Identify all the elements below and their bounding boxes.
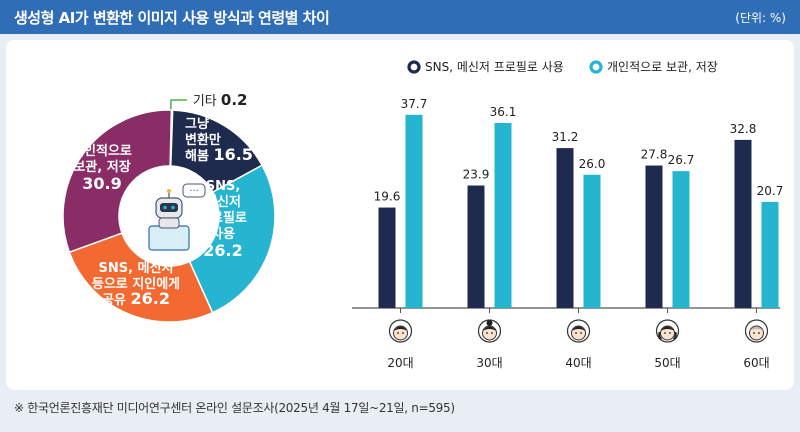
young-woman-face-icon <box>477 319 502 343</box>
unit-label: (단위: %) <box>735 11 786 25</box>
slice-label: 개인적으로 보관, 저장 30.9 <box>72 143 132 193</box>
elderly-face-icon <box>744 319 769 343</box>
legend-label: 개인적으로 보관, 저장 <box>607 60 718 74</box>
chart-panel: 기타 0.2 그냥 변환만 해봄 16.5 SNS, 메신저 프로필로 사용 26.2 SNS, … <box>6 40 794 390</box>
donut-slice <box>62 109 173 254</box>
x-tick-label: 40대 <box>565 356 591 370</box>
x-tick-label: 60대 <box>743 356 769 370</box>
legend-marker <box>407 60 421 74</box>
bar <box>645 165 663 308</box>
bar <box>494 122 512 308</box>
bar <box>405 114 423 308</box>
x-tick-label: 50대 <box>654 356 680 370</box>
legend-marker <box>589 60 603 74</box>
bar <box>467 185 485 308</box>
bar <box>761 201 779 308</box>
robot-at-computer-icon: ··· <box>121 168 217 264</box>
source-note: ※ 한국언론진흥재단 미디어연구센터 온라인 설문조사(2025년 4월 17일… <box>14 401 455 415</box>
data-label: 31.2 <box>552 130 579 144</box>
bar-chart: SNS, 메신저 프로필로 사용 개인적으로 보관, 저장 19.6 37.7 20대 2… <box>352 60 784 370</box>
bar <box>583 174 601 308</box>
data-label: 20.7 <box>757 184 784 198</box>
slice-label: 기타 0.2 <box>193 91 248 109</box>
data-label: 19.6 <box>374 190 401 204</box>
data-label: 37.7 <box>401 97 428 111</box>
data-label: 26.0 <box>579 157 606 171</box>
legend-item: 개인적으로 보관, 저장 <box>589 60 718 74</box>
data-label: 36.1 <box>490 105 517 119</box>
svg-text:···: ··· <box>189 186 199 197</box>
donut-slice <box>68 232 214 323</box>
chart-title: 생성형 AI가 변환한 이미지 사용 방식과 연령별 차이 <box>14 9 330 27</box>
data-label: 27.8 <box>641 148 668 162</box>
middle-aged-woman-face-icon <box>655 319 680 343</box>
bar <box>378 207 396 308</box>
x-tick-label: 20대 <box>387 356 413 370</box>
title-bar: 생성형 AI가 변환한 이미지 사용 방식과 연령별 차이 (단위: %) <box>0 0 800 34</box>
data-label: 32.8 <box>730 122 757 136</box>
legend-label: SNS, 메신저 프로필로 사용 <box>425 60 564 74</box>
data-label: 26.7 <box>668 153 695 167</box>
bar <box>556 148 574 308</box>
middle-aged-man-face-icon <box>566 319 591 343</box>
legend-item: SNS, 메신저 프로필로 사용 <box>407 60 564 74</box>
donut-slice <box>188 164 276 314</box>
slice-label: 그냥 변환만 해봄 16.5 <box>185 116 253 164</box>
slice-label: SNS, 메신저 등으로 지인에게 공유 26.2 <box>92 261 180 308</box>
bar <box>734 139 752 308</box>
data-label: 23.9 <box>463 168 490 182</box>
bar <box>672 171 690 308</box>
x-tick-label: 30대 <box>476 356 502 370</box>
young-man-face-icon <box>388 319 413 343</box>
